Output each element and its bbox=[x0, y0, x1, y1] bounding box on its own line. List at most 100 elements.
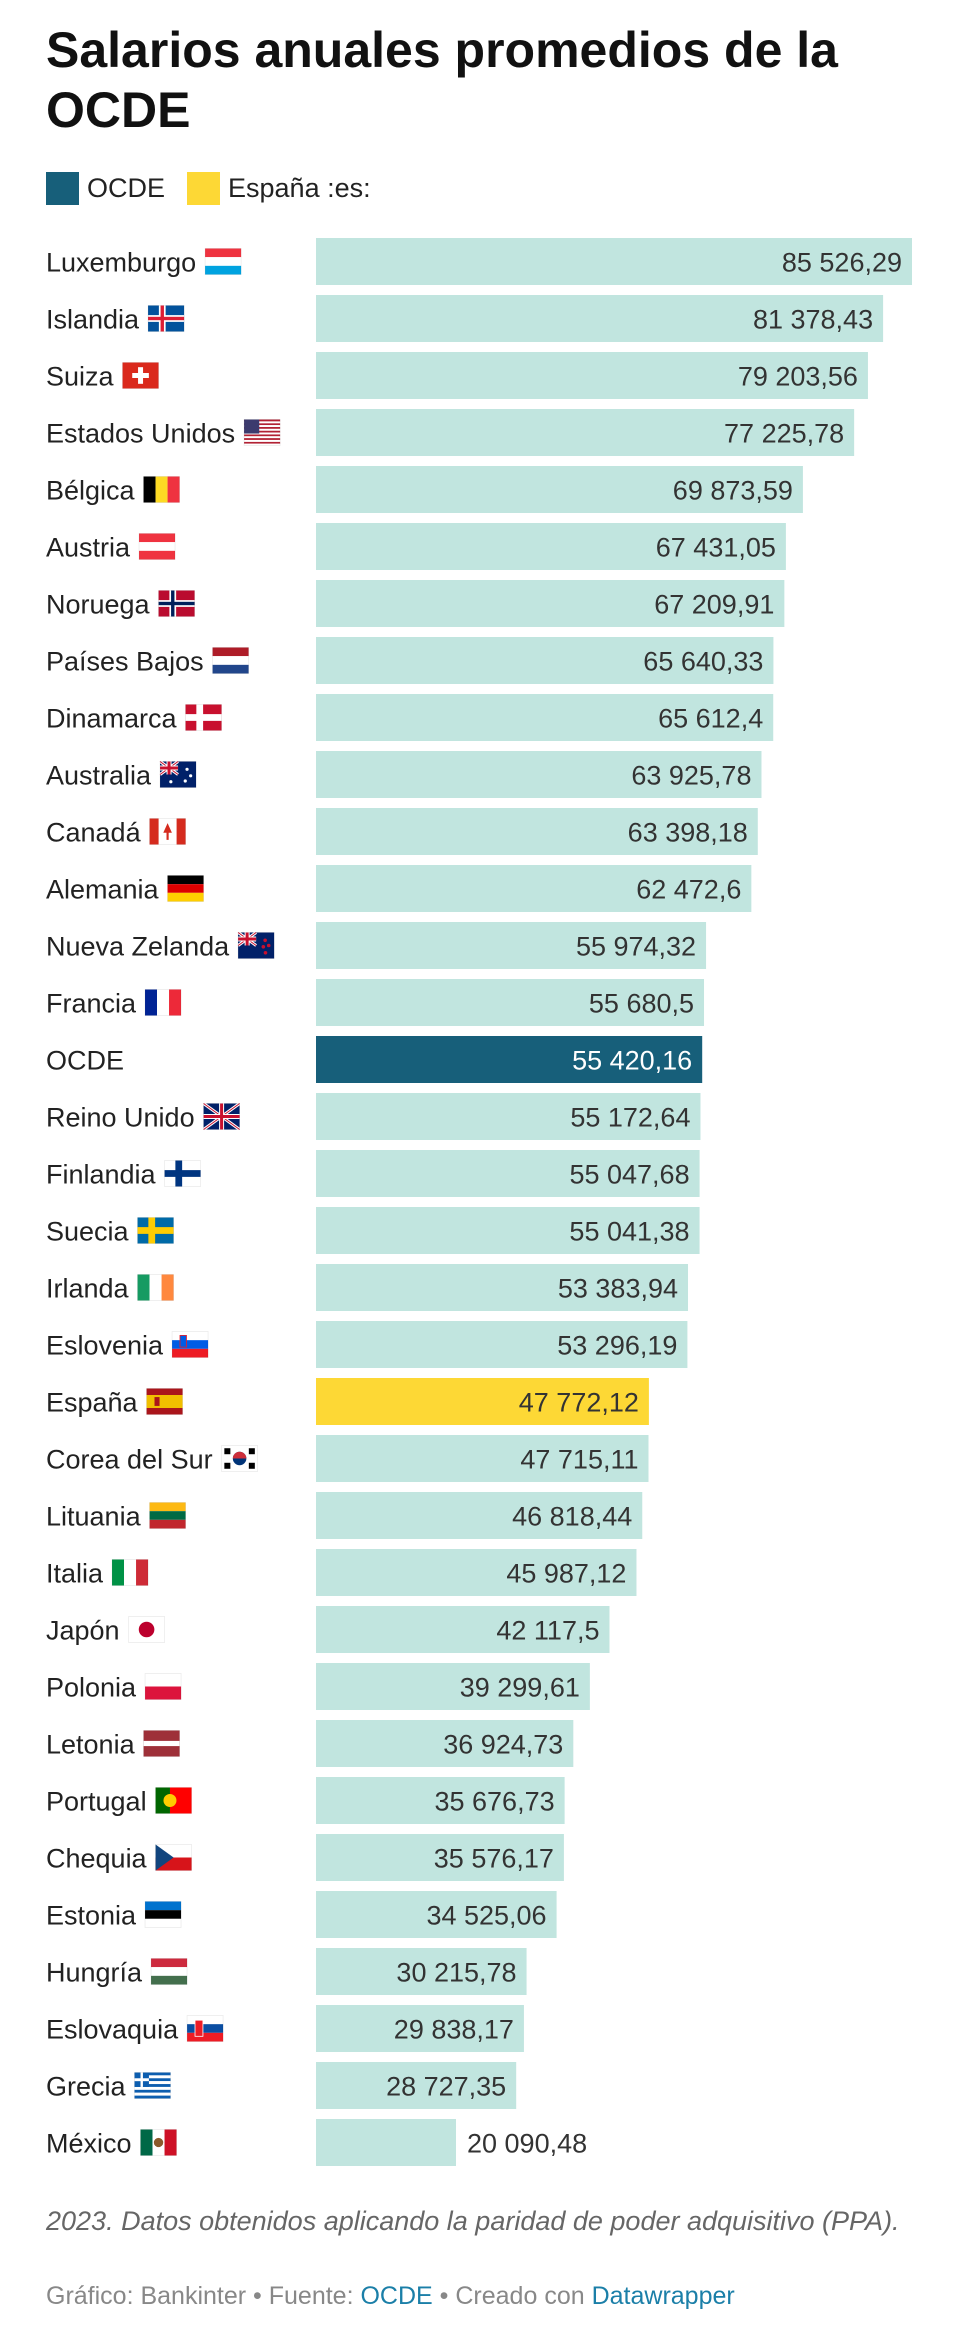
bar bbox=[316, 523, 786, 570]
bar bbox=[316, 1834, 564, 1881]
category-label: Irlanda bbox=[46, 1274, 130, 1304]
luxembourg-flag-icon bbox=[204, 248, 242, 275]
value-label: 63 398,18 bbox=[628, 818, 748, 848]
austria-flag-icon bbox=[138, 533, 176, 560]
category-label: Polonia bbox=[46, 1673, 137, 1703]
usa-flag-icon bbox=[243, 419, 281, 446]
bar bbox=[316, 922, 707, 969]
value-label: 47 715,11 bbox=[520, 1445, 638, 1475]
category-label: Australia bbox=[46, 761, 152, 791]
mexico-flag-icon bbox=[140, 2129, 177, 2156]
value-label: 42 117,5 bbox=[496, 1616, 599, 1646]
credits-separator: • bbox=[246, 2282, 269, 2310]
bar bbox=[316, 1492, 643, 1539]
category-label: Letonia bbox=[46, 1730, 136, 1760]
uk-flag-icon bbox=[202, 1102, 241, 1131]
value-label: 35 576,17 bbox=[434, 1844, 554, 1874]
category-label: Noruega bbox=[46, 590, 151, 620]
category-label: Japón bbox=[46, 1616, 120, 1646]
value-label: 62 472,6 bbox=[636, 875, 741, 905]
category-label: España bbox=[46, 1388, 139, 1418]
value-label: 67 431,05 bbox=[656, 533, 776, 563]
bar bbox=[316, 1435, 649, 1482]
slovakia-flag-icon bbox=[186, 2015, 224, 2042]
credits-separator: • bbox=[432, 2282, 456, 2310]
value-label: 45 987,12 bbox=[506, 1559, 626, 1589]
estonia-flag-icon bbox=[144, 1901, 182, 1928]
legend-swatch-ocde bbox=[46, 172, 79, 205]
value-label: 79 203,56 bbox=[738, 362, 858, 392]
category-label: Nueva Zelanda bbox=[46, 932, 230, 962]
category-label: Portugal bbox=[46, 1787, 147, 1817]
bar bbox=[316, 1948, 527, 1995]
credits: Gráfico: Bankinter • Fuente: OCDE • Crea… bbox=[46, 2282, 735, 2311]
category-label: Estados Unidos bbox=[46, 419, 235, 449]
category-label: Luxemburgo bbox=[46, 248, 196, 278]
value-label: 81 378,43 bbox=[753, 305, 873, 335]
bar bbox=[316, 2119, 457, 2166]
legend: OCDE España :es: bbox=[46, 172, 393, 205]
value-label: 35 676,73 bbox=[434, 1787, 554, 1817]
value-label: 36 924,73 bbox=[443, 1730, 563, 1760]
lithuania-flag-icon bbox=[149, 1502, 186, 1529]
value-label: 20 090,48 bbox=[467, 2129, 587, 2159]
latvia-flag-icon bbox=[143, 1730, 180, 1757]
new-zealand-flag-icon bbox=[237, 931, 275, 959]
legend-item-ocde: OCDE bbox=[46, 172, 165, 205]
value-label: 65 640,33 bbox=[643, 647, 763, 677]
australia-flag-icon bbox=[159, 760, 197, 788]
category-label: Grecia bbox=[46, 2072, 127, 2102]
source-link[interactable]: OCDE bbox=[360, 2282, 433, 2310]
hungary-flag-icon bbox=[150, 1958, 188, 1985]
value-label: 85 526,29 bbox=[782, 248, 902, 278]
category-label: Lituania bbox=[46, 1502, 142, 1532]
denmark-flag-icon bbox=[185, 704, 222, 731]
category-label: Hungría bbox=[46, 1958, 143, 1988]
value-label: 55 680,5 bbox=[589, 989, 694, 1019]
category-label: Suiza bbox=[46, 362, 115, 392]
bar bbox=[316, 2005, 524, 2052]
bar bbox=[316, 1663, 590, 1710]
value-label: 77 225,78 bbox=[724, 419, 844, 449]
value-label: 46 818,44 bbox=[512, 1502, 632, 1532]
category-label: Islandia bbox=[46, 305, 140, 335]
legend-item-spain: España :es: bbox=[187, 172, 371, 205]
datawrapper-link[interactable]: Datawrapper bbox=[591, 2282, 735, 2310]
bar bbox=[316, 466, 803, 513]
credits-grafico: Gráfico: Bankinter bbox=[46, 2282, 247, 2310]
belgium-flag-icon bbox=[143, 476, 180, 503]
bar bbox=[316, 1150, 700, 1197]
category-label: Suecia bbox=[46, 1217, 130, 1247]
bar bbox=[316, 1036, 703, 1083]
category-label: Finlandia bbox=[46, 1160, 157, 1190]
sweden-flag-icon bbox=[137, 1217, 174, 1244]
bar bbox=[316, 1378, 649, 1425]
bar bbox=[316, 637, 774, 684]
legend-label-spain: España :es: bbox=[228, 173, 371, 203]
italy-flag-icon bbox=[111, 1559, 149, 1586]
germany-flag-icon bbox=[167, 875, 204, 902]
japan-flag-icon bbox=[128, 1616, 165, 1643]
bar-chart: Luxemburgo 85 526,29 Islandia 81 378,43 Suiz… bbox=[46, 238, 912, 2166]
bar bbox=[316, 1549, 637, 1596]
credits-created-label: Creado con bbox=[455, 2282, 592, 2310]
finland-flag-icon bbox=[164, 1160, 201, 1187]
greece-flag-icon bbox=[134, 2072, 171, 2099]
category-label: Países Bajos bbox=[46, 647, 204, 677]
bar bbox=[316, 1891, 557, 1938]
value-label: 53 383,94 bbox=[558, 1274, 678, 1304]
bar bbox=[316, 1264, 689, 1311]
category-label: Chequia bbox=[46, 1844, 148, 1874]
value-label: 28 727,35 bbox=[386, 2072, 506, 2102]
category-label: OCDE bbox=[46, 1046, 124, 1076]
category-label: Eslovenia bbox=[46, 1331, 164, 1361]
bar bbox=[316, 352, 868, 399]
category-label: Reino Unido bbox=[46, 1103, 195, 1133]
bar bbox=[316, 1777, 565, 1824]
bar bbox=[316, 1606, 610, 1653]
bar bbox=[316, 580, 785, 627]
czechia-flag-icon bbox=[155, 1844, 192, 1871]
norway-flag-icon bbox=[158, 590, 195, 617]
value-label: 39 299,61 bbox=[460, 1673, 580, 1703]
slovenia-flag-icon bbox=[171, 1331, 209, 1358]
